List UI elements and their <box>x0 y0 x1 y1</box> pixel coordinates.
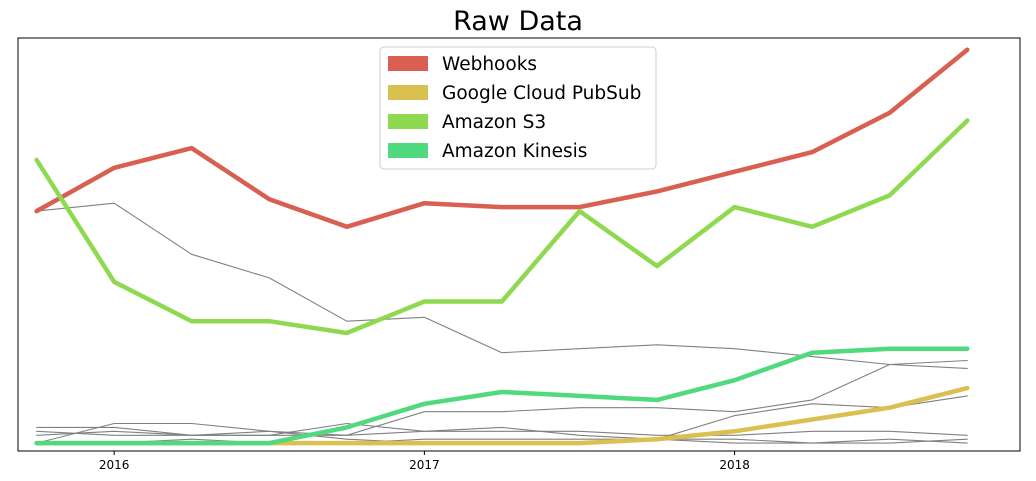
legend-swatch <box>388 114 428 129</box>
x-tick-label: 2017 <box>409 458 440 472</box>
legend-swatch <box>388 143 428 158</box>
legend-swatch <box>388 85 428 100</box>
legend-box <box>379 46 657 170</box>
legend-label: Webhooks <box>442 54 537 75</box>
highlighted-series <box>34 47 970 446</box>
x-axis-ticks: 2016 2017 2018 <box>99 451 750 472</box>
background-series <box>36 202 968 444</box>
x-tick-label: 2018 <box>719 458 750 472</box>
legend-label: Amazon S3 <box>442 112 546 133</box>
background-series-line-1 <box>36 202 968 369</box>
series-line-amazon-kinesis <box>34 346 970 446</box>
legend: Webhooks Google Cloud PubSub Amazon S3 Amaz… <box>379 46 657 170</box>
plot-frame <box>17 37 1021 452</box>
chart-title: Raw Data <box>453 6 583 37</box>
background-series-line-6 <box>36 438 968 444</box>
x-tick-label: 2016 <box>99 458 130 472</box>
legend-swatch <box>388 56 428 71</box>
legend-label: Amazon Kinesis <box>442 141 587 162</box>
series-line-webhooks <box>34 47 970 230</box>
legend-label: Google Cloud PubSub <box>442 83 641 104</box>
series-line-amazon-s3 <box>34 118 970 336</box>
background-series-line-2 <box>36 359 968 444</box>
